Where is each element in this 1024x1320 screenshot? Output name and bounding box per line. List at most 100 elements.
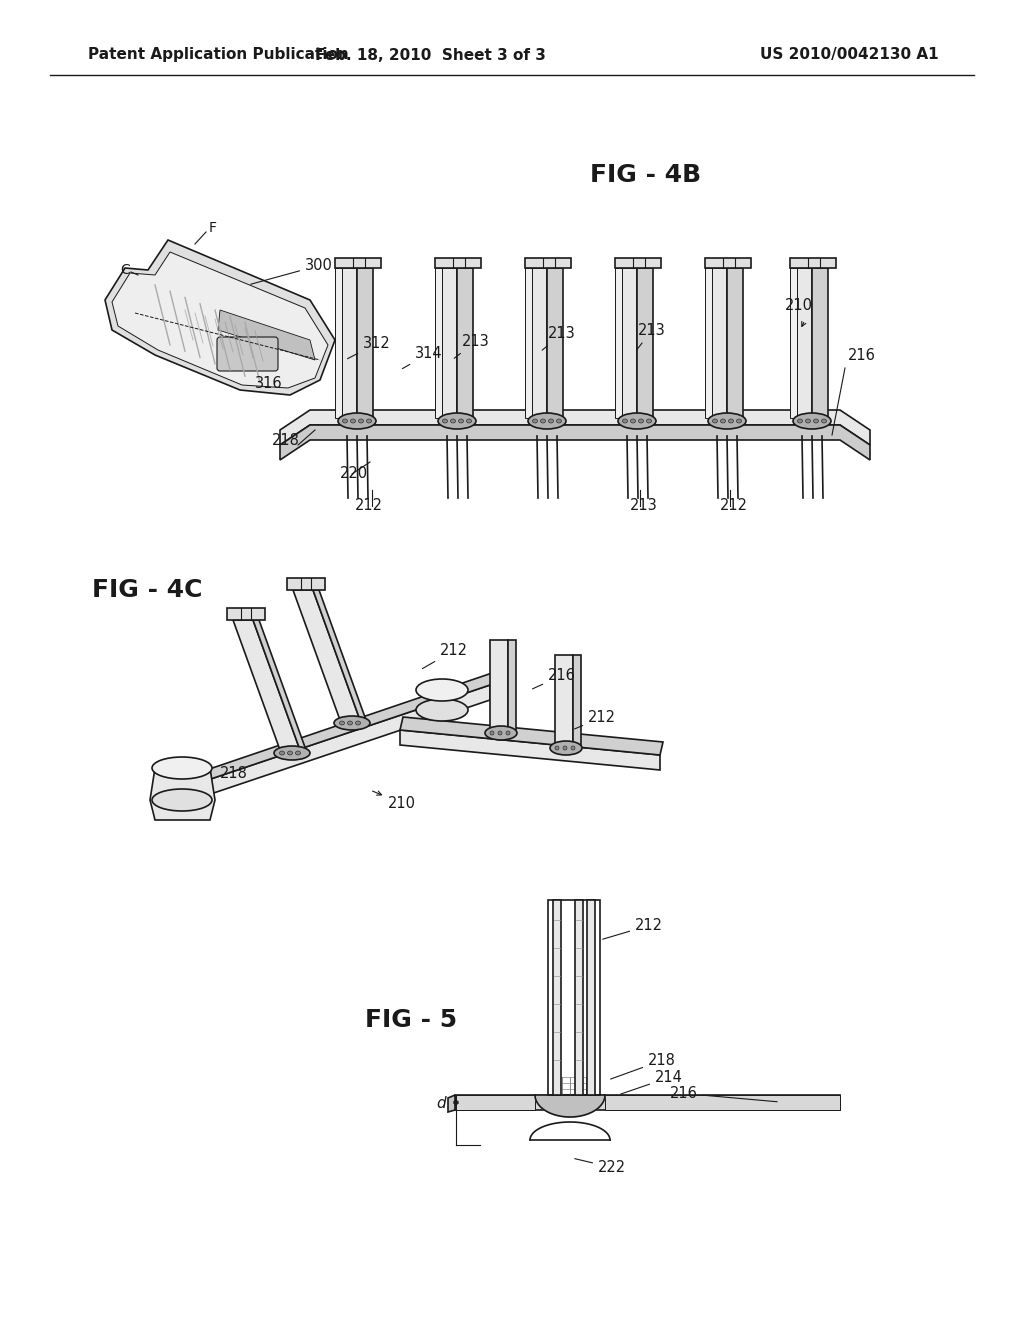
Text: 213: 213 (455, 334, 489, 358)
Polygon shape (280, 425, 870, 459)
Text: 212: 212 (423, 643, 468, 669)
Ellipse shape (550, 741, 582, 755)
Text: 210: 210 (785, 298, 813, 313)
Text: C: C (120, 263, 130, 277)
Ellipse shape (152, 756, 212, 779)
Polygon shape (357, 268, 373, 418)
Polygon shape (553, 900, 561, 1096)
Polygon shape (335, 268, 342, 418)
Polygon shape (727, 268, 743, 418)
Ellipse shape (367, 418, 372, 422)
Polygon shape (287, 578, 325, 590)
Text: 212: 212 (603, 917, 663, 940)
Ellipse shape (798, 418, 803, 422)
Ellipse shape (532, 418, 538, 422)
Text: 218: 218 (272, 433, 300, 447)
Text: 213: 213 (637, 323, 666, 350)
Polygon shape (508, 640, 516, 730)
Ellipse shape (549, 418, 554, 422)
Ellipse shape (721, 418, 725, 422)
Ellipse shape (416, 700, 468, 721)
Polygon shape (790, 268, 797, 418)
Polygon shape (615, 268, 622, 418)
Polygon shape (615, 257, 662, 268)
Polygon shape (178, 672, 495, 789)
Ellipse shape (416, 678, 468, 701)
Ellipse shape (528, 413, 566, 429)
Polygon shape (525, 257, 571, 268)
Polygon shape (400, 717, 663, 755)
Ellipse shape (490, 731, 494, 735)
Ellipse shape (334, 715, 370, 730)
Text: 314: 314 (402, 346, 442, 368)
Polygon shape (525, 268, 532, 418)
Polygon shape (400, 730, 660, 770)
Polygon shape (575, 900, 583, 1096)
Ellipse shape (442, 418, 447, 422)
Ellipse shape (821, 418, 826, 422)
Ellipse shape (340, 721, 344, 725)
Text: 220: 220 (340, 466, 368, 480)
Polygon shape (605, 1096, 840, 1110)
Polygon shape (456, 1096, 535, 1110)
Ellipse shape (813, 418, 818, 422)
Ellipse shape (347, 721, 352, 725)
Polygon shape (637, 268, 653, 418)
Ellipse shape (358, 418, 364, 422)
Ellipse shape (459, 418, 464, 422)
Text: 216: 216 (670, 1086, 777, 1102)
Text: 218: 218 (610, 1053, 676, 1078)
Polygon shape (532, 268, 547, 418)
Text: 222: 222 (574, 1159, 626, 1175)
Ellipse shape (342, 418, 347, 422)
Text: FIG - 5: FIG - 5 (365, 1008, 457, 1032)
Ellipse shape (355, 721, 360, 725)
Polygon shape (335, 257, 381, 268)
Polygon shape (797, 268, 812, 418)
Ellipse shape (467, 418, 471, 422)
Text: 216: 216 (532, 668, 575, 689)
Ellipse shape (280, 751, 285, 755)
Polygon shape (547, 268, 563, 418)
Text: 216: 216 (848, 348, 876, 363)
Ellipse shape (806, 418, 811, 422)
Text: Patent Application Publication: Patent Application Publication (88, 48, 349, 62)
Text: US 2010/0042130 A1: US 2010/0042130 A1 (760, 48, 939, 62)
Polygon shape (112, 252, 328, 388)
Polygon shape (218, 310, 315, 360)
Ellipse shape (350, 418, 355, 422)
Polygon shape (705, 257, 751, 268)
Ellipse shape (556, 418, 561, 422)
Text: 213: 213 (542, 326, 575, 350)
Polygon shape (178, 685, 490, 805)
Ellipse shape (451, 418, 456, 422)
Polygon shape (455, 1096, 840, 1110)
Polygon shape (555, 655, 573, 744)
Ellipse shape (708, 413, 746, 429)
Text: 300: 300 (251, 257, 333, 284)
Text: 312: 312 (347, 337, 391, 359)
Ellipse shape (338, 413, 376, 429)
Ellipse shape (541, 418, 546, 422)
Text: d: d (436, 1096, 445, 1110)
Polygon shape (442, 268, 457, 418)
Text: 213: 213 (630, 498, 657, 513)
Ellipse shape (563, 746, 567, 750)
Text: 212: 212 (720, 498, 748, 513)
Text: 212: 212 (574, 710, 616, 729)
Polygon shape (490, 640, 508, 730)
Text: FIG - 4C: FIG - 4C (92, 578, 203, 602)
Ellipse shape (728, 418, 733, 422)
Ellipse shape (152, 789, 212, 810)
Ellipse shape (646, 418, 651, 422)
Polygon shape (573, 655, 581, 744)
Polygon shape (280, 411, 870, 445)
Polygon shape (150, 768, 215, 820)
Ellipse shape (485, 726, 517, 741)
FancyBboxPatch shape (217, 337, 278, 371)
Polygon shape (790, 257, 836, 268)
Polygon shape (449, 1096, 455, 1111)
Ellipse shape (713, 418, 718, 422)
Polygon shape (622, 268, 637, 418)
Polygon shape (457, 268, 473, 418)
